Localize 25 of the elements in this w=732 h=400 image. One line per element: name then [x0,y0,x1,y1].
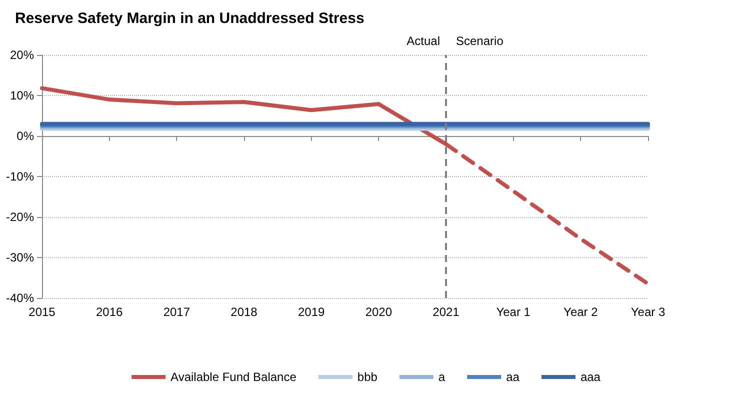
legend-label: Available Fund Balance [170,370,297,384]
chart-title: Reserve Safety Margin in an Unaddressed Stress [15,10,364,27]
x-tick-label: 2015 [28,305,56,319]
text: Scenario [456,34,504,48]
y-tick-label: -10% [6,170,34,184]
x-tick-label: 2018 [230,305,258,319]
legend-label: aaa [580,370,601,384]
legend-label: bbb [357,370,378,384]
x-tick-label: Year 2 [564,305,598,319]
x-tick-label: Year 3 [630,305,666,319]
x-tick-label: 2021 [432,305,460,319]
y-tick-label: -30% [6,250,34,264]
text: Actual [406,34,440,48]
y-tick-label: -40% [6,291,34,305]
y-tick-label: -20% [6,210,34,224]
y-tick-label: 10% [10,88,34,102]
y-tick-label: 20% [10,48,34,62]
x-tick-label: 2016 [96,305,124,319]
x-tick-label: 2019 [298,305,326,319]
legend-label: aa [506,370,520,384]
x-tick-label: Year 1 [496,305,531,319]
legend-label: a [438,370,446,384]
x-tick-label: 2020 [365,305,392,319]
y-tick-label: 0% [16,129,34,143]
x-tick-label: 2017 [163,305,190,319]
